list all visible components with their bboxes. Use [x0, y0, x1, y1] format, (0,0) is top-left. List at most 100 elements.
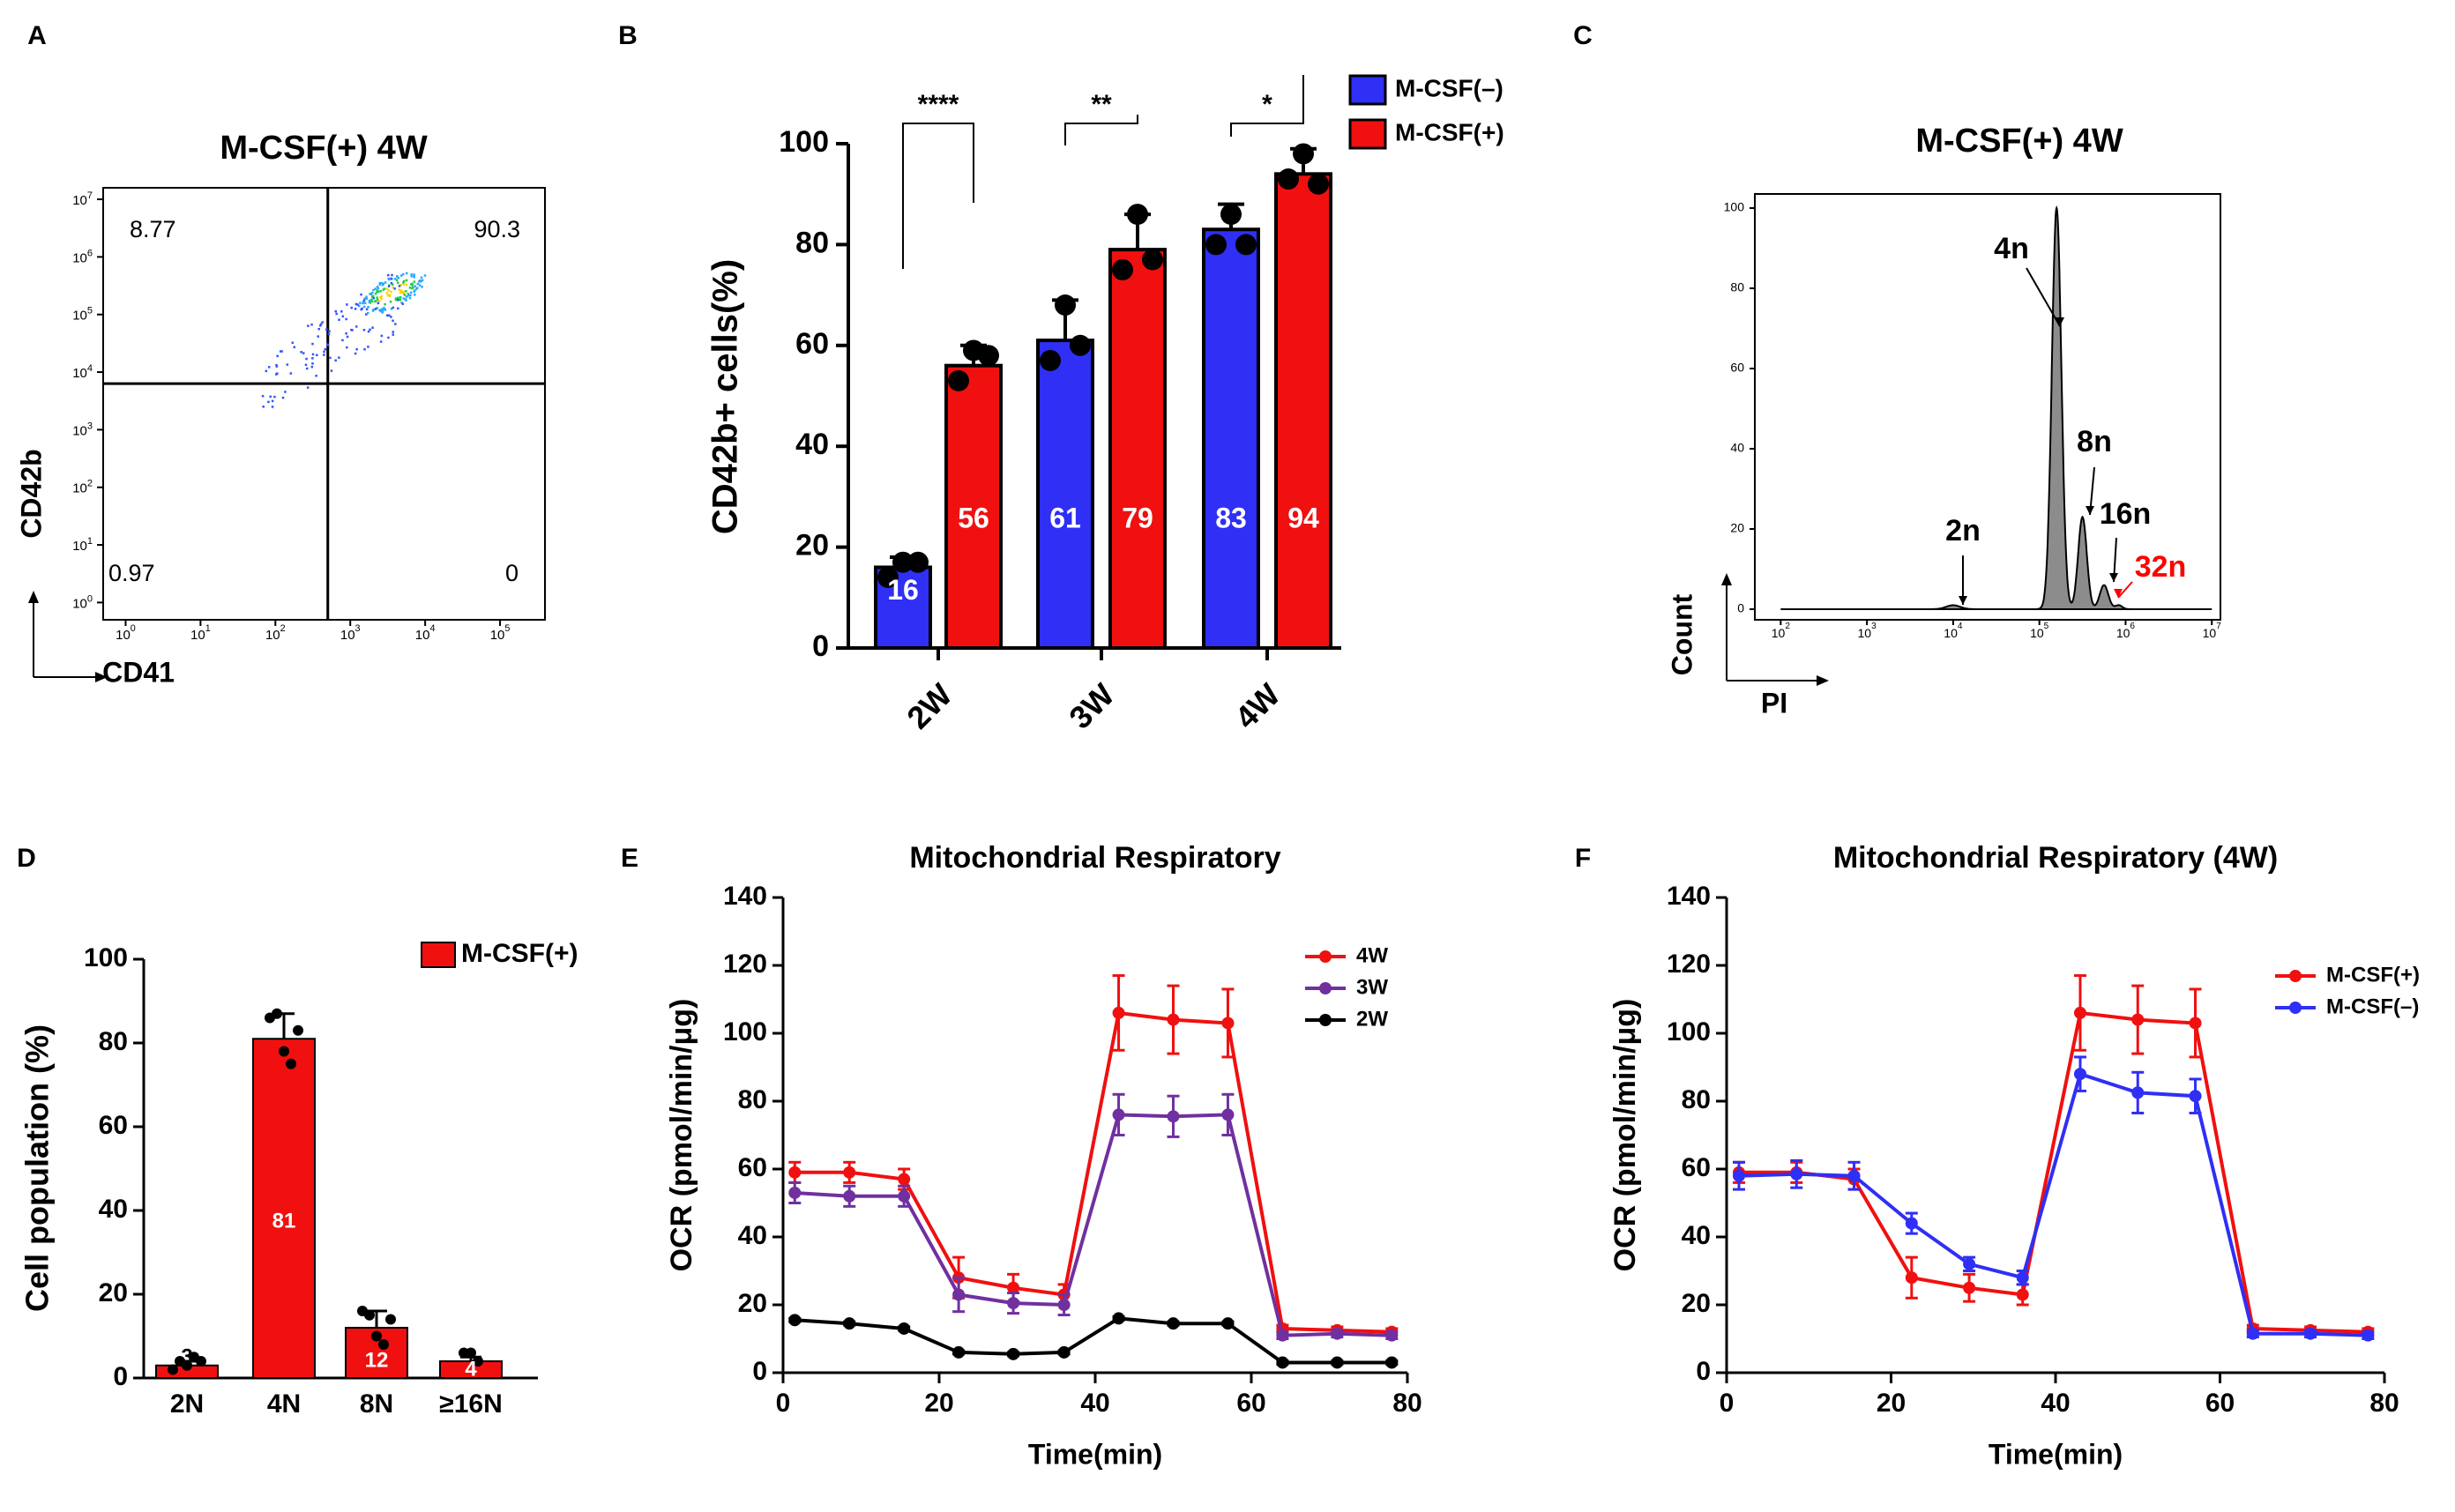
panel-a-event-dot	[398, 288, 401, 291]
panel-f-data-point	[1905, 1271, 1918, 1285]
panel-e-y-tick-label: 40	[738, 1221, 767, 1250]
panel-a-x-tick-label: 102	[265, 623, 286, 643]
panel-e-x-tick-label: 80	[1392, 1389, 1422, 1418]
panel-a-event-dot	[387, 273, 390, 277]
panel-a-event-dot	[385, 287, 389, 290]
panel-d-x-tick-label: ≥16N	[439, 1389, 503, 1419]
panel-a-quadrant-lr: 0	[505, 560, 519, 586]
panel-a-event-dot	[389, 300, 392, 303]
panel-a-event-dot	[362, 329, 366, 331]
panel-a-event-dot	[372, 309, 375, 311]
panel-a-event-dot	[421, 286, 423, 288]
panel-e-legend-label: 4W	[1356, 943, 1388, 967]
panel-a-event-dot	[377, 302, 380, 305]
panel-b-data-point	[1293, 143, 1314, 165]
panel-e-data-point	[843, 1189, 856, 1203]
panel-e-series-line	[795, 1316, 1392, 1365]
panel-a-event-dot	[315, 375, 317, 377]
panel-b-y-tick-label: 80	[795, 226, 829, 259]
panel-d-bar-label: 4	[465, 1357, 477, 1381]
panel-a-event-dot	[361, 307, 363, 310]
panel-c-title: M-CSF(+) 4W	[1915, 123, 2123, 160]
panel-c-peak-arrow	[2026, 267, 2061, 327]
panel-a-event-dot	[392, 306, 395, 309]
panel-a-event-dot	[363, 347, 366, 351]
panel-a-event-dot	[413, 289, 416, 292]
panel-d-data-point	[279, 1046, 289, 1057]
panel-e-x-tick-label: 40	[1080, 1389, 1109, 1418]
panel-e-legend-label: 3W	[1356, 975, 1388, 999]
panel-a-event-dot	[262, 405, 265, 408]
panel-c-peak-arrowhead	[2086, 506, 2094, 515]
panel-a-event-dot	[391, 273, 393, 277]
panel-a-event-dot	[359, 302, 362, 304]
panel-e-y-tick-label: 120	[723, 950, 767, 979]
panel-a-event-dot	[379, 296, 382, 299]
panel-a-event-dot	[363, 302, 367, 305]
panel-b-legend-label: M-CSF(–)	[1395, 74, 1504, 101]
panel-b-bar	[1108, 248, 1167, 650]
panel-a-event-dot	[414, 294, 416, 296]
panel-f-x-tick-label: 60	[2205, 1389, 2235, 1418]
panel-a-event-dot	[323, 354, 325, 356]
panel-f-data-point	[2246, 1327, 2259, 1340]
panel-a-event-dot	[400, 302, 403, 304]
panel-a-event-dot	[286, 363, 289, 366]
panel-a-event-dot	[372, 296, 375, 300]
panel-a-event-dot	[271, 406, 274, 408]
panel-b-legend-swatch	[1348, 74, 1387, 106]
panel-b-x-tick-label: 3W	[1062, 676, 1121, 735]
panel-a-event-dot	[411, 284, 414, 287]
panel-b-data-point	[1112, 259, 1133, 280]
panel-e-data-point	[1057, 1345, 1071, 1359]
panel-a-event-dot	[334, 359, 337, 362]
panel-f-series-line	[1739, 1010, 2369, 1334]
panel-a-event-dot	[385, 314, 389, 317]
panel-a-event-dot	[380, 297, 383, 301]
panel-a-event-dot	[362, 299, 366, 302]
panel-a-event-dot	[408, 287, 412, 289]
panel-a-event-dot	[394, 298, 398, 301]
panel-f-data-point	[2304, 1327, 2317, 1340]
panel-a-event-dot	[411, 282, 414, 286]
panel-a-event-dot	[376, 286, 379, 288]
panel-d-data-point	[466, 1347, 476, 1359]
panel-a-event-dot	[304, 363, 308, 367]
panel-a-event-dot	[382, 282, 385, 286]
panel-a-event-dot	[403, 294, 407, 296]
panel-e-data-point	[843, 1166, 856, 1179]
panel-e-y-tick-label: 140	[723, 882, 767, 911]
panel-label-f: F	[1575, 844, 1591, 873]
panel-b-data-point	[1142, 249, 1163, 271]
panel-e-data-point	[1221, 1108, 1235, 1121]
panel-a-event-dot	[275, 363, 278, 367]
panel-a-event-dot	[346, 303, 348, 306]
panel-d-data-point	[196, 1356, 206, 1367]
panel-a-event-dot	[377, 290, 380, 294]
panel-c-y-tick-label: 0	[1737, 601, 1744, 615]
panel-a-event-dot	[391, 283, 394, 287]
panel-e-data-point	[898, 1322, 911, 1335]
panel-a-x-tick-label: 104	[415, 623, 436, 643]
panel-f-data-point	[2016, 1271, 2029, 1285]
panel-a-event-dot	[416, 282, 420, 286]
panel-a-event-dot	[265, 369, 268, 373]
panel-b-y-tick-label: 60	[795, 327, 829, 361]
panel-a-y-tick-label: 107	[72, 190, 93, 208]
panel-a-event-dot	[413, 280, 416, 283]
panel-a-event-dot	[276, 354, 279, 358]
panel-a-event-dot	[306, 386, 310, 389]
panel-d-data-point	[293, 1024, 303, 1036]
panel-c-peak-label-32n: 32n	[2135, 550, 2187, 584]
panel-a-event-dot	[390, 308, 393, 310]
panel-d-data-point	[272, 1008, 282, 1019]
panel-b-bar-label: 94	[1287, 502, 1319, 533]
panel-c-plot-frame	[1754, 193, 2221, 621]
panel-e-legend-marker	[1319, 982, 1332, 994]
panel-a-event-dot	[379, 340, 383, 343]
panel-a-event-dot	[399, 298, 401, 302]
panel-a-event-dot	[383, 287, 386, 290]
panel-f-data-point	[2073, 1006, 2086, 1019]
panel-b-data-point	[1070, 334, 1091, 356]
panel-a-event-dot	[367, 346, 369, 348]
